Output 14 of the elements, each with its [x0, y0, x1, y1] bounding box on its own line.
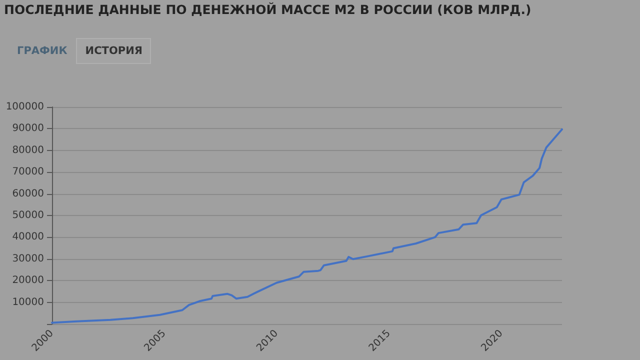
y-tick-label: 70000	[12, 166, 44, 178]
y-tick-label: 20000	[12, 275, 44, 286]
chart-title: ПОСЛЕДНИЕ ДАННЫЕ ПО ДЕНЕЖНОЙ МАССЕ М2 В РОССИИ (КОВ МЛРД.)	[4, 2, 532, 17]
line-series	[51, 128, 563, 324]
y-tick-label: 50000	[12, 210, 44, 221]
text: ГРАФИК	[16, 44, 68, 59]
y-tick-label: 40000	[12, 232, 44, 243]
y-tick-label: 90000	[12, 123, 44, 134]
y-tick-label: 30000	[12, 253, 44, 264]
y-tick-label: 10000	[12, 296, 44, 308]
text: ИСТОРИЯ	[76, 38, 152, 64]
y-tick-label: 60000	[12, 188, 44, 200]
y-tick-label: 100000	[6, 102, 44, 112]
y-tick-label: 80000	[12, 144, 44, 156]
